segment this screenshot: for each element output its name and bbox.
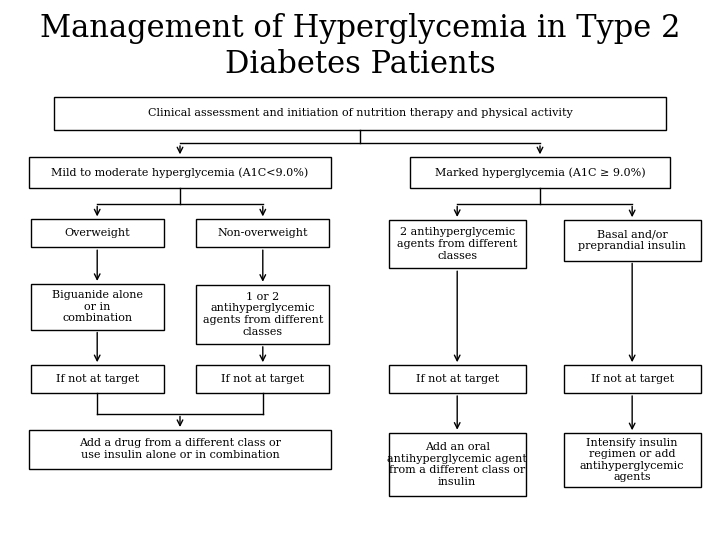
- FancyBboxPatch shape: [389, 365, 526, 393]
- FancyBboxPatch shape: [564, 220, 701, 260]
- FancyBboxPatch shape: [31, 284, 164, 329]
- Text: Marked hyperglycemia (A1C ≥ 9.0%): Marked hyperglycemia (A1C ≥ 9.0%): [435, 167, 645, 178]
- Text: 1 or 2
antihyperglycemic
agents from different
classes: 1 or 2 antihyperglycemic agents from dif…: [202, 292, 323, 336]
- Text: If not at target: If not at target: [221, 374, 305, 384]
- FancyBboxPatch shape: [389, 433, 526, 496]
- Text: Non-overweight: Non-overweight: [217, 228, 308, 238]
- FancyBboxPatch shape: [29, 157, 331, 188]
- Text: Add a drug from a different class or
use insulin alone or in combination: Add a drug from a different class or use…: [79, 438, 281, 460]
- Text: If not at target: If not at target: [55, 374, 139, 384]
- Text: Basal and/or
preprandial insulin: Basal and/or preprandial insulin: [578, 230, 686, 251]
- FancyBboxPatch shape: [54, 97, 666, 130]
- FancyBboxPatch shape: [196, 365, 329, 393]
- Text: Diabetes Patients: Diabetes Patients: [225, 49, 495, 79]
- Text: Intensify insulin
regimen or add
antihyperglycemic
agents: Intensify insulin regimen or add antihyp…: [580, 438, 685, 482]
- Text: Clinical assessment and initiation of nutrition therapy and physical activity: Clinical assessment and initiation of nu…: [148, 109, 572, 118]
- Text: If not at target: If not at target: [590, 374, 674, 384]
- FancyBboxPatch shape: [29, 430, 331, 469]
- FancyBboxPatch shape: [389, 220, 526, 268]
- Text: Management of Hyperglycemia in Type 2: Management of Hyperglycemia in Type 2: [40, 14, 680, 44]
- Text: If not at target: If not at target: [415, 374, 499, 384]
- FancyBboxPatch shape: [564, 365, 701, 393]
- FancyBboxPatch shape: [196, 219, 329, 247]
- Text: Mild to moderate hyperglycemia (A1C<9.0%): Mild to moderate hyperglycemia (A1C<9.0%…: [51, 167, 309, 178]
- FancyBboxPatch shape: [31, 365, 164, 393]
- Text: Biguanide alone
or in
combination: Biguanide alone or in combination: [52, 290, 143, 323]
- FancyBboxPatch shape: [31, 219, 164, 247]
- FancyBboxPatch shape: [196, 285, 329, 344]
- Text: Add an oral
antihyperglycemic agent
from a different class or
insulin: Add an oral antihyperglycemic agent from…: [387, 442, 527, 487]
- FancyBboxPatch shape: [410, 157, 670, 188]
- Text: 2 antihyperglycemic
agents from different
classes: 2 antihyperglycemic agents from differen…: [397, 227, 518, 261]
- FancyBboxPatch shape: [564, 433, 701, 487]
- Text: Overweight: Overweight: [64, 228, 130, 238]
